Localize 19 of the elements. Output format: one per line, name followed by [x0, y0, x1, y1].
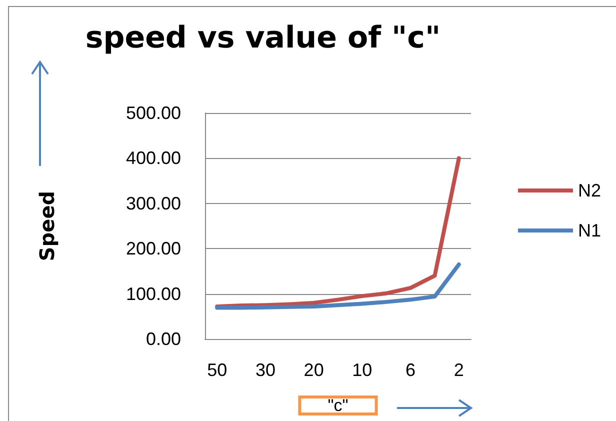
chart-title: speed vs value of "c": [85, 20, 441, 56]
y-tick-label: 500.00: [126, 103, 181, 123]
y-tick-label: 200.00: [126, 238, 181, 259]
x-tick-label: 50: [207, 360, 228, 380]
x-tick-label: 10: [352, 360, 372, 380]
y-tick-label: 400.00: [126, 148, 181, 168]
x-tick-label: 30: [255, 360, 276, 380]
x-tick-label: 20: [304, 360, 324, 380]
x-axis-title: "c": [328, 396, 348, 415]
y-axis-title: Speed: [35, 190, 59, 262]
y-tick-label: 100.00: [126, 284, 181, 304]
x-tick-label: 6: [406, 360, 416, 380]
y-tick-label: 300.00: [126, 193, 181, 214]
y-tick-label: 0.00: [146, 329, 181, 349]
line-series: [215, 262, 461, 310]
legend-label: N2: [578, 180, 602, 200]
x-tick-label: 2: [454, 360, 464, 380]
line-series: [215, 156, 461, 308]
legend-label: N1: [578, 220, 602, 240]
